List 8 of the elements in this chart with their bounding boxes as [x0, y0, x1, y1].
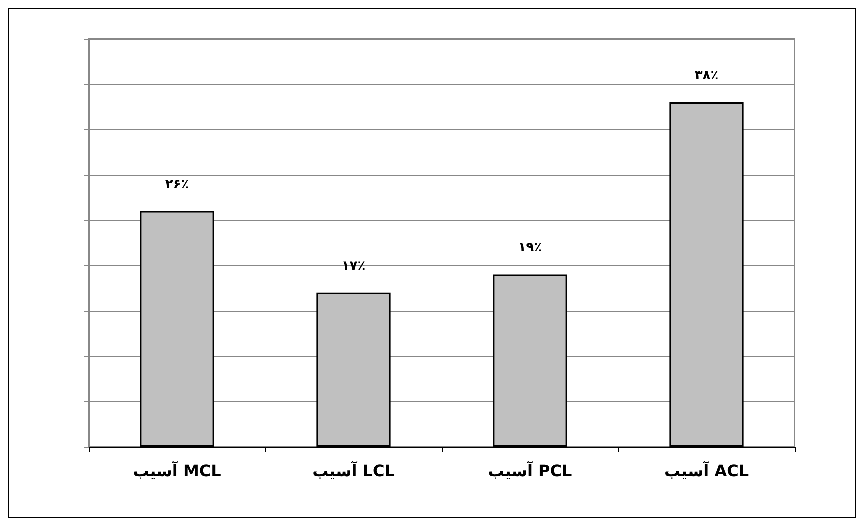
data-label: ۱۹٪: [518, 240, 542, 256]
x-tick-label: آسیب PCL: [488, 460, 572, 480]
x-tick-label: آسیب ACL: [664, 460, 750, 480]
data-label: ۱۷٪: [342, 258, 366, 274]
x-tick-label: آسیب MCL: [133, 460, 222, 480]
data-label: ۳۸٪: [694, 68, 719, 84]
data-label: ۲۶٪: [165, 177, 190, 192]
x-tick-label: آسیب LCL: [312, 460, 395, 480]
